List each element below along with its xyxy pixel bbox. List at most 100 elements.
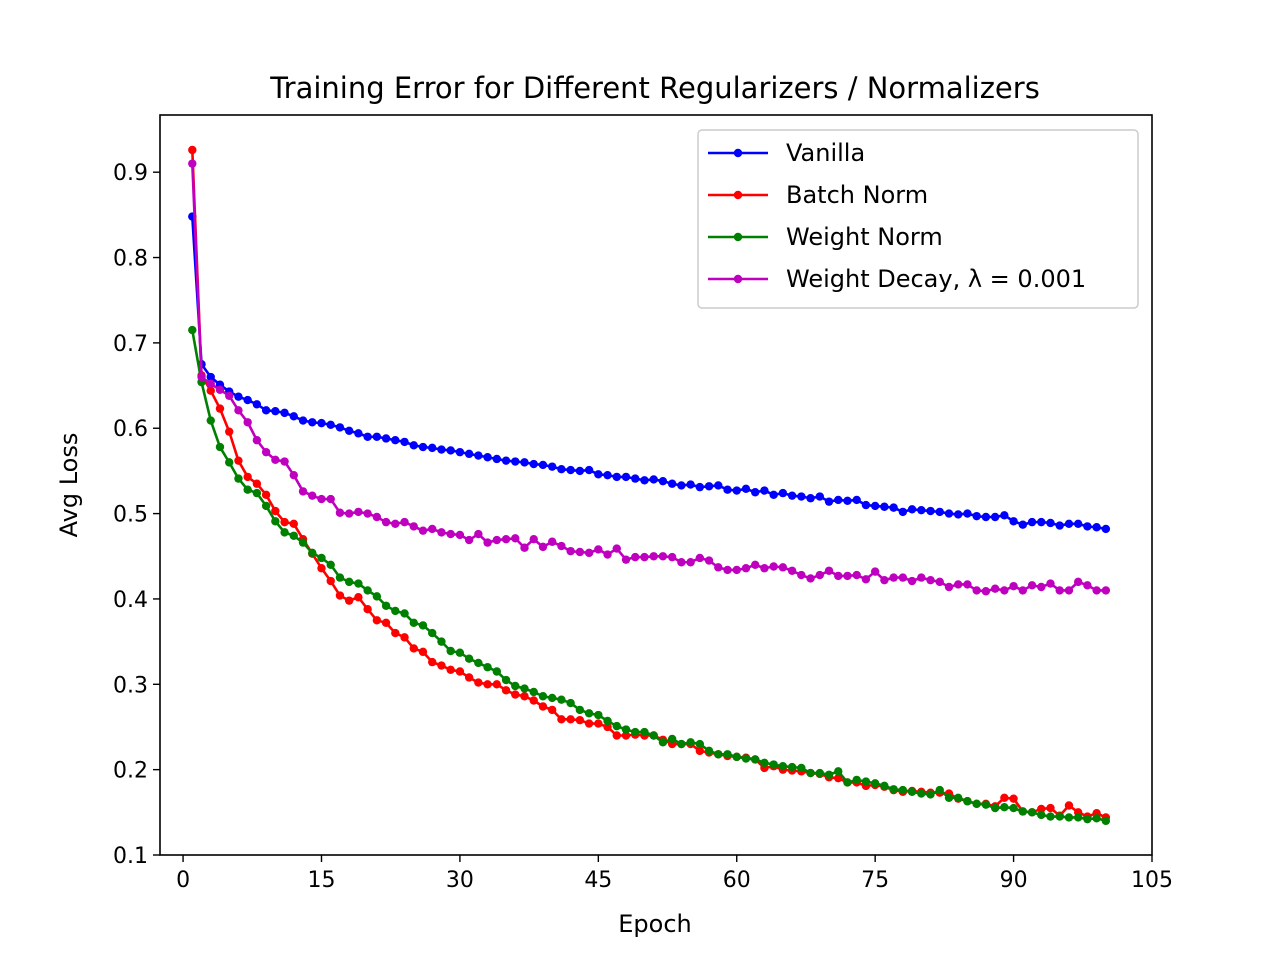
data-point: [575, 547, 585, 557]
data-point: [870, 779, 880, 788]
data-point: [834, 571, 843, 581]
data-point: [557, 715, 566, 724]
data-point: [972, 511, 981, 521]
data-point: [1009, 517, 1018, 526]
data-point: [880, 781, 889, 791]
data-point: [225, 391, 234, 401]
data-point: [612, 721, 621, 731]
data-point: [686, 480, 695, 489]
data-point: [215, 404, 225, 413]
data-point: [889, 785, 898, 794]
data-point: [944, 509, 954, 518]
data-point: [261, 406, 271, 415]
data-point: [649, 475, 658, 484]
data-point: [381, 618, 391, 628]
data-point: [326, 576, 335, 586]
data-point: [455, 667, 465, 676]
data-point: [492, 535, 502, 545]
data-point: [981, 800, 991, 809]
data-point: [963, 797, 972, 806]
data-point: [298, 487, 308, 496]
data-point: [372, 512, 382, 522]
data-point: [335, 423, 345, 432]
data-point: [418, 526, 428, 535]
data-point: [1092, 814, 1101, 823]
data-point: [308, 548, 317, 558]
data-point: [344, 426, 354, 435]
data-point: [575, 715, 585, 725]
data-point: [926, 575, 935, 585]
data-point: [751, 755, 760, 764]
data-point: [566, 715, 575, 724]
data-point: [640, 476, 649, 485]
data-point: [511, 690, 520, 699]
data-point: [308, 418, 317, 427]
data-point: [621, 555, 631, 564]
data-point: [852, 775, 861, 785]
data-point: [751, 560, 760, 569]
data-point: [1018, 586, 1028, 595]
data-point: [741, 754, 751, 763]
data-point: [907, 576, 917, 586]
data-point: [1046, 803, 1055, 813]
data-point: [603, 550, 612, 559]
data-point: [658, 476, 668, 486]
data-point: [797, 492, 806, 501]
data-point: [815, 570, 824, 580]
data-point: [852, 495, 861, 505]
data-point: [640, 552, 649, 562]
data-point: [308, 491, 317, 500]
data-point: [1037, 804, 1046, 814]
data-point: [409, 441, 418, 450]
data-point: [1073, 813, 1083, 822]
data-point: [631, 727, 640, 737]
data-point: [455, 648, 465, 657]
data-point: [1037, 517, 1046, 527]
legend-label: Vanilla: [786, 139, 865, 167]
x-tick-label: 105: [1131, 868, 1173, 893]
data-point: [437, 661, 446, 670]
data-point: [889, 573, 898, 582]
y-tick-label: 0.9: [113, 161, 148, 186]
data-point: [612, 544, 621, 553]
data-point: [778, 762, 788, 771]
data-point: [963, 580, 972, 589]
data-point: [381, 434, 391, 443]
legend-marker: [733, 148, 743, 158]
data-point: [206, 372, 215, 382]
data-point: [271, 517, 280, 526]
data-point: [354, 593, 363, 602]
data-point: [501, 686, 511, 695]
data-point: [225, 427, 234, 436]
data-point: [280, 528, 289, 537]
data-point: [474, 678, 483, 687]
data-point: [446, 646, 455, 656]
data-point: [197, 372, 206, 382]
data-point: [954, 580, 963, 589]
data-point: [640, 727, 649, 737]
data-point: [1018, 520, 1028, 529]
data-point: [483, 663, 492, 672]
data-point: [492, 454, 502, 464]
data-point: [344, 596, 354, 605]
data-point: [1101, 524, 1111, 534]
data-point: [1083, 522, 1092, 531]
data-point: [234, 456, 243, 465]
data-point: [1073, 577, 1083, 587]
data-point: [898, 785, 908, 795]
data-point: [409, 644, 418, 653]
data-point: [935, 577, 944, 587]
data-point: [483, 538, 492, 547]
data-point: [520, 458, 529, 467]
data-point: [464, 535, 474, 545]
data-point: [649, 731, 658, 740]
data-point: [243, 472, 252, 482]
data-point: [889, 503, 898, 512]
data-point: [870, 567, 880, 576]
data-point: [880, 575, 889, 585]
data-point: [446, 665, 455, 674]
legend-item: Batch Norm: [708, 181, 928, 209]
data-point: [474, 658, 483, 668]
data-point: [252, 488, 262, 498]
data-point: [206, 379, 215, 389]
